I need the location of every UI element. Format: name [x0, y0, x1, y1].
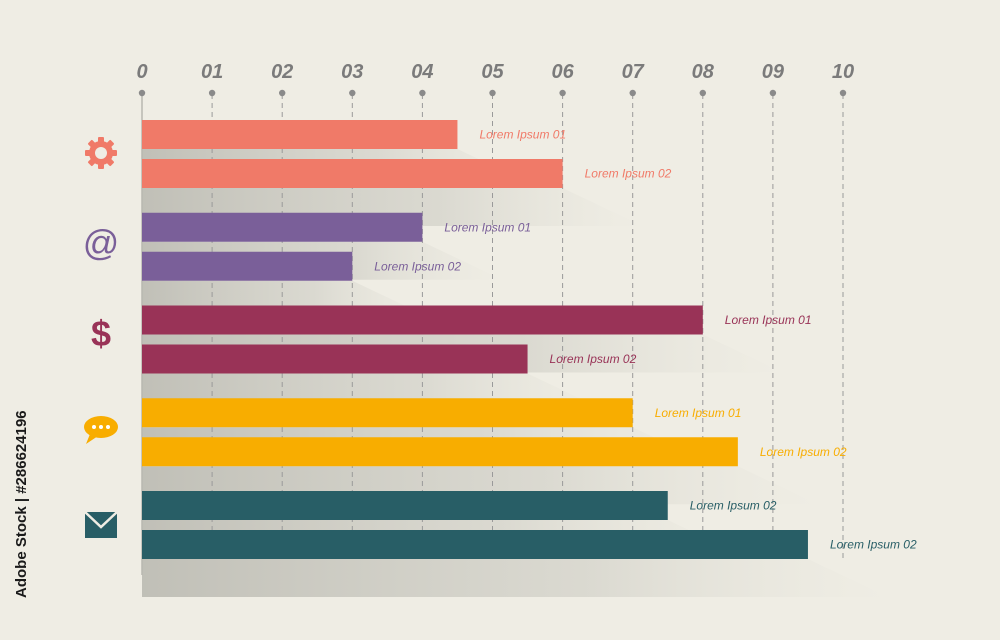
envelope-icon: [84, 511, 118, 538]
watermark: Adobe Stock | #286624196: [13, 410, 30, 598]
watermark-text: Adobe Stock | #286624196: [13, 410, 30, 598]
bar-data-label: Lorem Ipsum 01: [444, 220, 531, 234]
tick-dot: [559, 89, 566, 97]
at-sign-icon: @: [83, 222, 120, 263]
x-tick-label: 07: [622, 61, 645, 83]
x-tick-label: 10: [832, 61, 854, 83]
x-axis-ticks: 0 01 02 03 04 05 06 07 08 09 10: [136, 61, 854, 97]
svg-text:@: @: [83, 222, 120, 263]
bar: [142, 251, 353, 281]
bar-data-label: Lorem Ipsum 01: [479, 128, 566, 142]
chat-bubble-icon: [84, 416, 118, 444]
bar-shadow: [142, 559, 888, 597]
bar-data-label: Lorem Ipsum 02: [760, 445, 847, 459]
x-tick-label: 01: [201, 61, 223, 83]
tick-dot: [769, 89, 777, 97]
bar-labels: Lorem Ipsum 01 Lorem Ipsum 02 Lorem Ipsum …: [374, 128, 917, 552]
bar: [142, 530, 808, 559]
bar: [142, 120, 458, 149]
bar-data-label: Lorem Ipsum 02: [690, 499, 777, 513]
tick-dot: [839, 89, 847, 97]
x-tick-label: 06: [551, 61, 574, 83]
bar: [142, 437, 738, 467]
dollar-icon: $: [91, 313, 111, 354]
tick-dot: [419, 89, 426, 97]
bars: [142, 120, 808, 559]
bar-data-label: Lorem Ipsum 02: [374, 259, 461, 273]
bar: [142, 491, 668, 520]
bar: [142, 398, 633, 428]
bar-data-label: Lorem Ipsum 02: [550, 352, 637, 366]
x-tick-label: 03: [341, 61, 363, 83]
tick-dot: [138, 89, 146, 97]
bar: [142, 344, 528, 374]
tick-dot: [349, 89, 356, 97]
group-icons: @ $: [83, 137, 120, 538]
bar-data-label: Lorem Ipsum 01: [725, 313, 812, 327]
bar-data-label: Lorem Ipsum 02: [585, 167, 672, 181]
tick-dot: [279, 89, 286, 97]
tick-dot: [629, 89, 636, 97]
x-tick-label: 09: [762, 61, 785, 83]
tick-dot: [208, 89, 216, 97]
gear-icon: [85, 137, 117, 169]
bar-data-label: Lorem Ipsum 01: [655, 406, 742, 420]
x-tick-label: 05: [481, 61, 504, 83]
bar-data-label: Lorem Ipsum 02: [830, 538, 917, 552]
x-tick-label: 08: [692, 61, 715, 83]
bar: [142, 159, 563, 188]
x-tick-label: 04: [411, 61, 433, 83]
tick-dot: [489, 89, 496, 97]
x-tick-label: 02: [271, 61, 293, 83]
bar: [142, 212, 423, 242]
svg-text:$: $: [91, 313, 111, 354]
bar: [142, 305, 703, 335]
x-tick-label: 0: [136, 61, 147, 83]
tick-dot: [699, 89, 706, 97]
